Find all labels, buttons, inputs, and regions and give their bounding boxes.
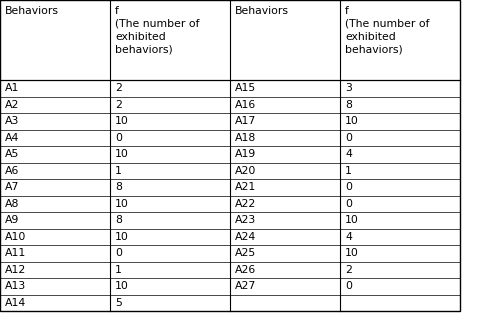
Text: A8: A8: [5, 199, 19, 209]
Text: A7: A7: [5, 182, 19, 192]
Text: 4: 4: [344, 149, 351, 159]
Text: f
(The number of
exhibited
behaviors): f (The number of exhibited behaviors): [344, 6, 429, 54]
Text: A24: A24: [235, 232, 256, 242]
Text: A5: A5: [5, 149, 19, 159]
Text: 0: 0: [344, 199, 351, 209]
Text: A18: A18: [235, 133, 256, 143]
Text: A13: A13: [5, 281, 26, 291]
Text: 8: 8: [115, 182, 121, 192]
Text: A27: A27: [235, 281, 256, 291]
Text: A21: A21: [235, 182, 256, 192]
Text: 2: 2: [115, 100, 121, 110]
Text: A1: A1: [5, 83, 19, 93]
Text: A16: A16: [235, 100, 256, 110]
Text: 1: 1: [115, 166, 121, 176]
Text: 0: 0: [344, 182, 351, 192]
Text: 3: 3: [344, 83, 351, 93]
Text: A11: A11: [5, 248, 26, 258]
Text: A22: A22: [235, 199, 256, 209]
Text: A25: A25: [235, 248, 256, 258]
Text: A15: A15: [235, 83, 256, 93]
Text: 1: 1: [344, 166, 351, 176]
Text: A6: A6: [5, 166, 19, 176]
Text: 10: 10: [115, 199, 129, 209]
Text: A9: A9: [5, 215, 19, 225]
Text: 8: 8: [115, 215, 121, 225]
Text: 2: 2: [344, 265, 351, 275]
Text: A14: A14: [5, 298, 26, 308]
Text: A26: A26: [235, 265, 256, 275]
Text: 0: 0: [115, 248, 122, 258]
Text: 10: 10: [344, 116, 358, 126]
Text: A20: A20: [235, 166, 256, 176]
Text: 10: 10: [115, 116, 129, 126]
Text: 1: 1: [115, 265, 121, 275]
Text: A12: A12: [5, 265, 26, 275]
Text: Behaviors: Behaviors: [5, 6, 59, 16]
Text: A4: A4: [5, 133, 19, 143]
Text: A2: A2: [5, 100, 19, 110]
Text: 2: 2: [115, 83, 121, 93]
Text: 0: 0: [344, 281, 351, 291]
Text: A3: A3: [5, 116, 19, 126]
Text: A23: A23: [235, 215, 256, 225]
Text: f
(The number of
exhibited
behaviors): f (The number of exhibited behaviors): [115, 6, 199, 54]
Text: 5: 5: [115, 298, 121, 308]
Text: 4: 4: [344, 232, 351, 242]
Text: 10: 10: [115, 232, 129, 242]
Text: 8: 8: [344, 100, 351, 110]
Text: 10: 10: [115, 149, 129, 159]
Text: 10: 10: [115, 281, 129, 291]
Text: A10: A10: [5, 232, 26, 242]
Text: 0: 0: [115, 133, 122, 143]
Text: A17: A17: [235, 116, 256, 126]
Text: 10: 10: [344, 248, 358, 258]
Text: 0: 0: [344, 133, 351, 143]
Text: 10: 10: [344, 215, 358, 225]
Text: Behaviors: Behaviors: [235, 6, 288, 16]
Text: A19: A19: [235, 149, 256, 159]
